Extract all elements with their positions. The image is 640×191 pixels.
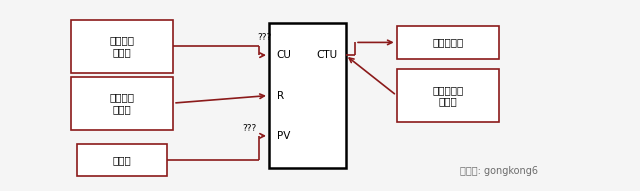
Text: PV: PV: [276, 131, 290, 141]
Text: 复位信号
输入端: 复位信号 输入端: [109, 92, 134, 114]
Text: 计数器类型
标识符: 计数器类型 标识符: [432, 85, 463, 106]
Text: 预设值: 预设值: [113, 155, 131, 165]
Text: CTU: CTU: [317, 50, 338, 60]
Bar: [397, 69, 499, 122]
Text: ???: ???: [257, 33, 271, 42]
Text: ???: ???: [242, 124, 256, 133]
Text: CU: CU: [276, 50, 291, 60]
Bar: [77, 144, 167, 176]
Text: 计数器编号: 计数器编号: [432, 37, 463, 47]
Bar: [397, 26, 499, 58]
Text: 微信号: gongkong6: 微信号: gongkong6: [461, 166, 538, 176]
Bar: [71, 20, 173, 73]
Bar: [71, 77, 173, 130]
Bar: [269, 23, 346, 168]
Text: R: R: [276, 91, 284, 100]
Text: 计数脉冲
输入端: 计数脉冲 输入端: [109, 35, 134, 57]
